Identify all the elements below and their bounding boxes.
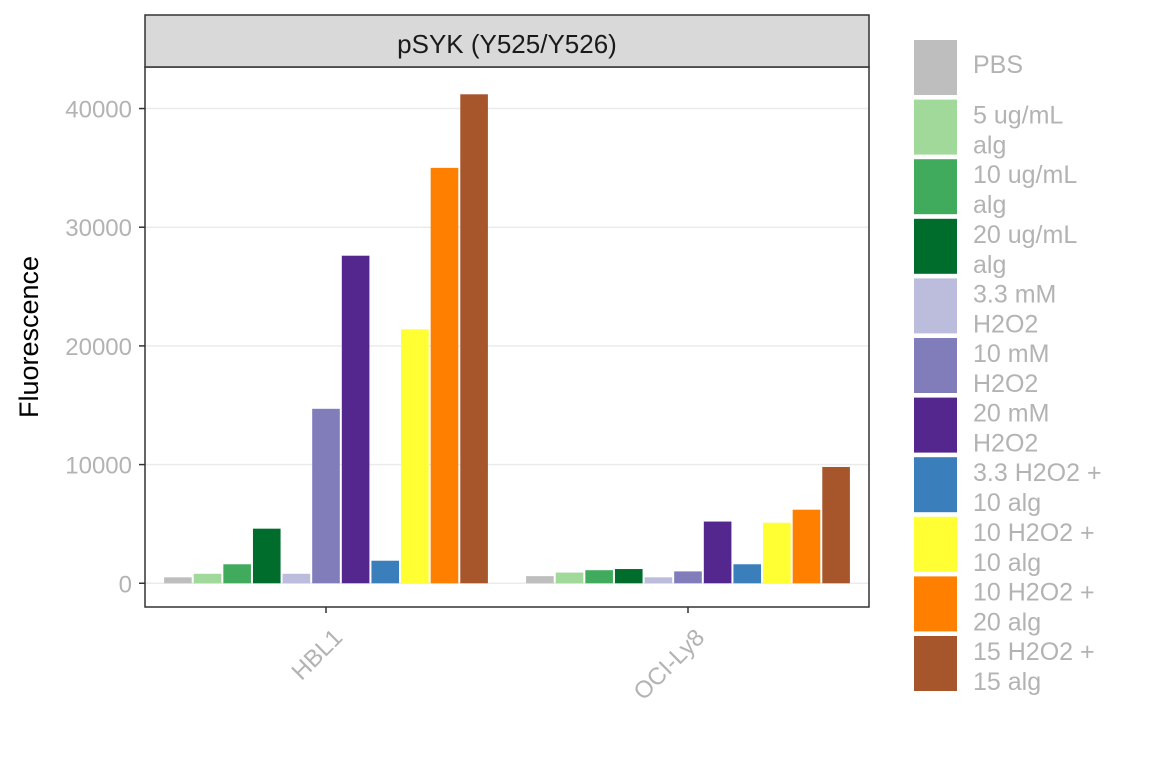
y-tick-label: 30000 bbox=[65, 215, 132, 242]
legend-label: 10 H2O2 + bbox=[973, 519, 1095, 547]
bar bbox=[252, 528, 281, 584]
strip-background bbox=[144, 14, 870, 68]
legend-label: 3.3 mM bbox=[973, 280, 1056, 308]
legend-label: 15 H2O2 + bbox=[973, 638, 1095, 666]
legend-label: 10 ug/mL bbox=[973, 161, 1077, 189]
legend-label: 15 alg bbox=[973, 668, 1041, 696]
bar bbox=[792, 509, 821, 584]
bar bbox=[555, 572, 584, 584]
bar bbox=[822, 466, 850, 584]
legend-label: 20 alg bbox=[973, 608, 1041, 636]
legend-key bbox=[914, 278, 957, 334]
bar bbox=[644, 577, 673, 584]
x-tick-label: OCI-Ly8 bbox=[628, 624, 710, 706]
legend-key bbox=[914, 457, 957, 513]
y-tick-label: 20000 bbox=[65, 334, 132, 361]
bar bbox=[733, 564, 762, 584]
bar bbox=[193, 573, 222, 584]
legend-key bbox=[914, 576, 957, 632]
legend-key bbox=[914, 99, 957, 155]
legend-label: PBS bbox=[973, 51, 1023, 79]
gridlines bbox=[145, 107, 869, 585]
legend-label: 20 mM bbox=[973, 400, 1049, 428]
legend-label: H2O2 bbox=[973, 370, 1038, 398]
legend-label: alg bbox=[973, 251, 1006, 279]
bar bbox=[674, 571, 702, 584]
bar bbox=[460, 94, 488, 584]
bar bbox=[341, 255, 370, 584]
legend-label: alg bbox=[973, 191, 1006, 219]
legend-key bbox=[914, 159, 957, 215]
legend-key bbox=[914, 338, 957, 393]
bar bbox=[585, 570, 613, 584]
bar bbox=[430, 167, 459, 584]
y-axis-label: Fluorescence bbox=[14, 256, 44, 418]
panel-title: pSYK (Y525/Y526) bbox=[397, 29, 617, 59]
bar bbox=[282, 573, 311, 584]
legend-key bbox=[914, 516, 957, 572]
legend-key bbox=[914, 218, 957, 274]
bar bbox=[223, 564, 251, 584]
legend-label: 10 alg bbox=[973, 489, 1041, 517]
plot-panel-border bbox=[144, 66, 870, 608]
x-axis: HBL1 OCI-Ly8 bbox=[287, 607, 710, 706]
y-tick-label: 10000 bbox=[65, 453, 132, 480]
bar bbox=[371, 560, 400, 584]
x-tick-label: HBL1 bbox=[287, 624, 349, 686]
legend-label: H2O2 bbox=[973, 310, 1038, 338]
legend-label: 10 mM bbox=[973, 340, 1049, 368]
legend-label: 10 H2O2 + bbox=[973, 578, 1095, 606]
legend-label: 5 ug/mL bbox=[973, 102, 1063, 130]
bars bbox=[164, 94, 850, 584]
y-tick-label: 40000 bbox=[65, 97, 132, 124]
bar bbox=[164, 577, 192, 584]
legend-key bbox=[914, 40, 957, 95]
legend-label: H2O2 bbox=[973, 430, 1038, 458]
legend-label: 3.3 H2O2 + bbox=[973, 459, 1102, 487]
legend-label: 10 alg bbox=[973, 549, 1041, 577]
bar bbox=[526, 576, 554, 584]
legend-key bbox=[914, 636, 957, 691]
bar bbox=[312, 408, 340, 584]
legend-key bbox=[914, 397, 957, 453]
y-axis: 0 10000 20000 30000 40000 bbox=[65, 97, 145, 598]
bar bbox=[614, 569, 643, 584]
legend-label: 20 ug/mL bbox=[973, 221, 1077, 249]
bar bbox=[401, 329, 429, 584]
bar bbox=[703, 521, 732, 584]
bar bbox=[763, 522, 791, 584]
y-tick-label: 0 bbox=[119, 571, 132, 598]
legend-label: alg bbox=[973, 132, 1006, 160]
